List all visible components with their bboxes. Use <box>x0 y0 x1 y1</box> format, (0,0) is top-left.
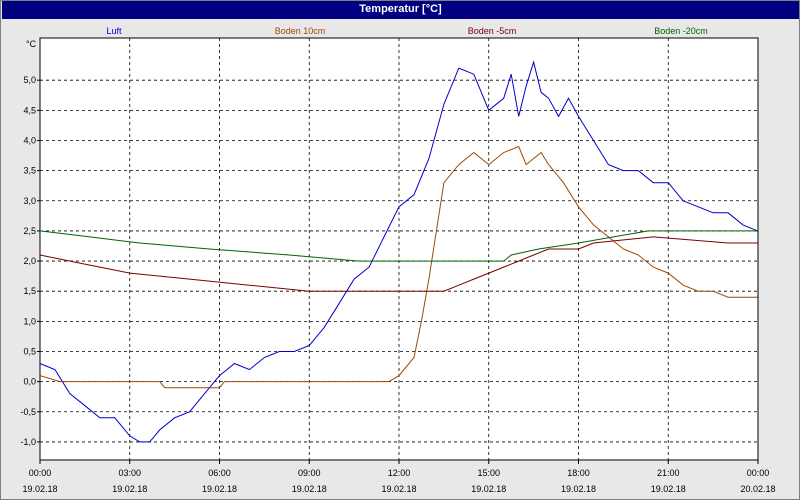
y-tick-label: 4,0 <box>23 135 36 145</box>
x-tick-date: 19.02.18 <box>381 484 416 494</box>
legend: Luft Boden 10cm Boden -5cm Boden -20cm <box>106 26 707 36</box>
y-tick-label: 2,0 <box>23 256 36 266</box>
x-tick-time: 21:00 <box>657 468 680 478</box>
y-tick-label: 3,5 <box>23 166 36 176</box>
x-tick-time: 18:00 <box>567 468 590 478</box>
x-tick-date: 19.02.18 <box>112 484 147 494</box>
legend-entry: Boden 10cm <box>275 26 326 36</box>
y-tick-label: 1,0 <box>23 316 36 326</box>
y-axis: 5,0 4,5 4,0 3,5 3,0 2,5 2,0 1,5 1,0 0,5 0,0 -0,5 -1,… <box>20 75 40 447</box>
legend-entry: Boden -20cm <box>654 26 708 36</box>
x-tick-time: 06:00 <box>208 468 231 478</box>
x-tick-date: 19.02.18 <box>22 484 57 494</box>
series-line-boden-20cm <box>39 230 758 262</box>
x-tick-time: 09:00 <box>298 468 321 478</box>
y-tick-label: 4,5 <box>23 105 36 115</box>
x-tick-date: 19.02.18 <box>471 484 506 494</box>
series-line-boden-5cm <box>39 236 758 292</box>
y-tick-label: 0,5 <box>23 346 36 356</box>
y-tick-label: 0,0 <box>23 377 36 387</box>
y-tick-label: 1,5 <box>23 286 36 296</box>
y-tick-label: -1,0 <box>20 437 36 447</box>
x-tick-time: 15:00 <box>477 468 500 478</box>
legend-entry: Boden -5cm <box>468 26 517 36</box>
window-title: Temperatur [°C] <box>2 1 799 19</box>
legend-entry: Luft <box>106 26 122 36</box>
series-lines <box>39 60 758 443</box>
series-line-luft <box>39 60 758 443</box>
x-axis: 00:00 19.02.18 03:00 19.02.18 06:00 19.02.18 0… <box>22 460 776 494</box>
x-tick-date: 19.02.18 <box>292 484 327 494</box>
x-tick-date: 19.02.18 <box>651 484 686 494</box>
y-axis-unit: °C <box>26 39 37 49</box>
series-line-boden-10cm <box>39 145 758 389</box>
y-tick-label: 2,5 <box>23 226 36 236</box>
x-tick-time: 00:00 <box>747 468 770 478</box>
y-tick-label: 5,0 <box>23 75 36 85</box>
x-tick-date: 20.02.18 <box>740 484 775 494</box>
x-tick-date: 19.02.18 <box>561 484 596 494</box>
x-tick-time: 12:00 <box>388 468 411 478</box>
y-tick-label: 3,0 <box>23 196 36 206</box>
x-tick-time: 00:00 <box>29 468 52 478</box>
x-tick-time: 03:00 <box>118 468 141 478</box>
y-tick-label: -0,5 <box>20 407 36 417</box>
x-tick-date: 19.02.18 <box>202 484 237 494</box>
